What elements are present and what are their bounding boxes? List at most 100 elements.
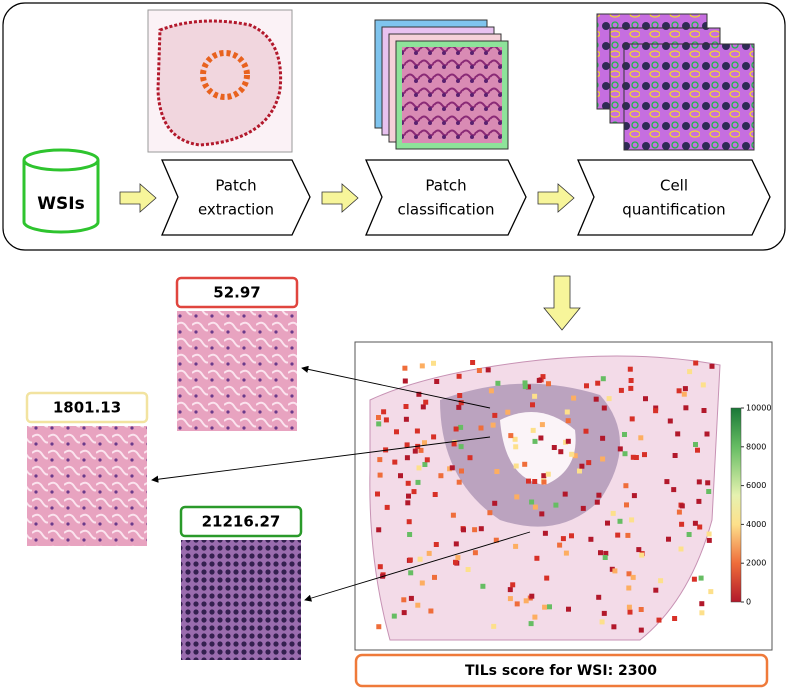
heat-cell: [433, 542, 439, 547]
heat-cell: [456, 404, 462, 410]
heat-cell: [698, 575, 704, 581]
heat-cell: [529, 499, 535, 505]
heat-cell: [453, 559, 458, 565]
heat-cell: [600, 435, 606, 441]
step-label: Patch: [215, 177, 256, 195]
step-label: Cell: [660, 177, 688, 195]
heat-cell: [384, 504, 390, 510]
heat-cell: [638, 627, 644, 633]
heat-cell: [643, 396, 648, 402]
wsi-score: TILs score for WSI: 2300: [465, 663, 657, 679]
heat-cell: [458, 424, 464, 430]
heat-cell: [595, 380, 601, 386]
heat-cell: [513, 463, 519, 469]
heat-cell: [532, 504, 538, 510]
heat-cell: [472, 527, 478, 533]
heat-cell: [687, 369, 693, 375]
heat-cell: [638, 607, 644, 612]
heat-cell: [611, 624, 617, 630]
heat-cell: [603, 550, 609, 556]
heat-cell: [428, 608, 434, 614]
heat-cell: [492, 500, 498, 506]
heat-cell: [406, 519, 412, 525]
heat-cell: [532, 393, 538, 399]
heat-cell: [666, 536, 671, 542]
heat-cell: [532, 438, 538, 444]
heat-cell: [529, 593, 535, 599]
heat-cell: [629, 517, 635, 523]
heat-cell: [507, 596, 513, 602]
step-chevrons: [161, 159, 771, 236]
heat-cell: [451, 441, 457, 447]
heat-cell: [541, 479, 547, 485]
heat-cell: [679, 503, 685, 509]
step-label: classification: [397, 201, 494, 219]
heat-cell: [551, 445, 557, 450]
heat-cell: [453, 541, 459, 547]
heat-cell: [546, 381, 551, 387]
heat-cell: [487, 510, 493, 516]
heat-cell: [672, 616, 678, 621]
heat-cell: [532, 479, 538, 484]
heat-cell: [415, 479, 421, 485]
heat-cell: [377, 564, 383, 570]
heat-cell: [392, 459, 398, 465]
heat-cell: [560, 536, 566, 542]
heat-cell: [600, 376, 606, 382]
step-label: quantification: [622, 201, 725, 219]
heat-cell: [564, 409, 570, 415]
heat-cell: [678, 546, 684, 552]
step-illustrations: [147, 9, 755, 153]
heat-cell: [401, 597, 407, 603]
heat-cell: [705, 480, 711, 486]
heat-cell: [626, 585, 632, 591]
heat-cell: [458, 444, 464, 450]
patch-score: 1801.13: [53, 399, 121, 417]
heat-cell: [532, 614, 538, 620]
heat-cell: [545, 471, 551, 477]
heat-cell: [553, 502, 559, 508]
heat-cell: [606, 396, 612, 402]
heat-cell: [418, 447, 424, 453]
heat-cell: [667, 418, 673, 424]
heat-cell: [458, 400, 464, 406]
heat-cell: [456, 479, 462, 485]
heat-cell: [610, 510, 616, 516]
heat-cell: [547, 604, 552, 610]
heat-cell: [493, 537, 499, 543]
heat-cell: [699, 610, 705, 616]
heat-cell: [492, 412, 498, 418]
heat-cell: [383, 417, 389, 423]
heat-cell: [627, 609, 633, 615]
heat-cell: [605, 520, 610, 526]
step-label: Patch: [425, 177, 466, 195]
heat-cell: [450, 512, 456, 518]
heat-cell: [638, 435, 644, 441]
heat-cell: [447, 466, 453, 472]
heat-cell: [618, 387, 624, 393]
heat-cell: [453, 426, 459, 432]
heat-cell: [530, 427, 536, 433]
colorbar-tick-label: 2000: [746, 559, 766, 568]
heat-cell: [391, 613, 397, 619]
heat-cell: [398, 473, 403, 479]
heat-cell: [586, 460, 592, 466]
heat-cell: [630, 454, 636, 460]
heat-cell: [588, 536, 594, 542]
heat-cell: [403, 404, 409, 409]
heat-cell: [683, 405, 689, 411]
heat-cell: [417, 556, 423, 562]
heat-cell: [456, 373, 462, 379]
heat-cell: [525, 384, 531, 390]
heat-cell: [467, 455, 473, 461]
heat-cell: [514, 494, 520, 500]
heat-cell: [696, 479, 702, 485]
heat-cell: [653, 405, 659, 411]
heat-cell: [563, 439, 569, 445]
heat-cell: [534, 555, 540, 561]
heat-cell: [402, 365, 408, 371]
heat-cell: [472, 550, 478, 556]
heat-cell: [376, 421, 382, 427]
heat-cell: [426, 550, 432, 556]
heat-cell: [691, 576, 697, 582]
